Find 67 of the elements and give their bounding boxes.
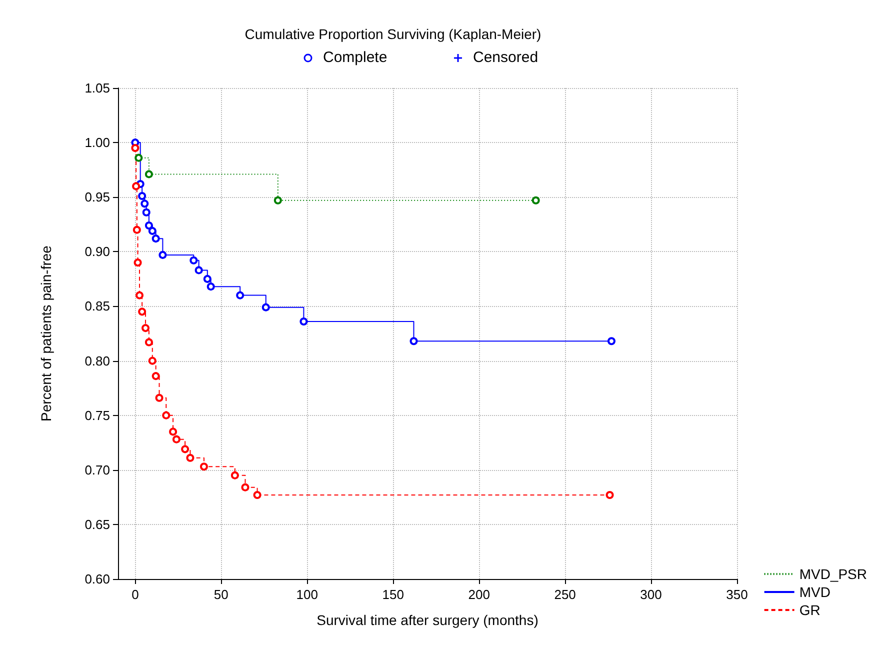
- legend-label: GR: [799, 602, 820, 618]
- x-axis-title: Survival time after surgery (months): [316, 612, 538, 628]
- x-tick-label: 200: [468, 587, 490, 602]
- y-tick-label: 0.75: [84, 408, 110, 423]
- point: [158, 250, 167, 259]
- text: Complete: [323, 49, 388, 66]
- point: [606, 490, 614, 499]
- point: [206, 282, 215, 291]
- text: Censored: [473, 49, 538, 66]
- point: [144, 221, 153, 230]
- chart-title: Cumulative Proportion Surviving (Kaplan-Meier): [244, 26, 542, 42]
- point: [142, 324, 150, 332]
- y-tick-label: 0.60: [84, 572, 110, 586]
- point: [230, 471, 239, 480]
- x-tick-label: 300: [640, 587, 662, 602]
- legend-label: MVD_PSR: [799, 566, 868, 582]
- point: [132, 226, 141, 234]
- point: [203, 274, 212, 283]
- point: [253, 490, 262, 499]
- point: [134, 258, 142, 267]
- point: [410, 337, 418, 346]
- point: [169, 428, 178, 436]
- point: [144, 338, 153, 346]
- point: [300, 318, 308, 326]
- point: [152, 372, 160, 380]
- x-tick-label: 250: [554, 587, 576, 602]
- x-tick-label: 150: [382, 587, 404, 602]
- point: [148, 356, 156, 365]
- point: [132, 182, 140, 190]
- y-tick-label: 0.90: [84, 244, 110, 260]
- y-tick-label: 0.65: [84, 516, 110, 532]
- x-tick-label: 350: [726, 587, 748, 602]
- point: [532, 196, 540, 204]
- point: [262, 303, 270, 312]
- point: [190, 256, 198, 264]
- point: [181, 445, 190, 454]
- point: [236, 291, 244, 300]
- point: [148, 226, 156, 235]
- y-tick-label: 1.05: [84, 80, 110, 96]
- y-tick-label: 0.70: [84, 462, 110, 478]
- y-tick-label: 0.95: [84, 190, 110, 205]
- point: [140, 200, 149, 208]
- point: [155, 394, 164, 402]
- y-tick-label: 1.00: [84, 135, 110, 150]
- y-tick-label: 0.85: [84, 298, 110, 314]
- point: [607, 337, 616, 346]
- x-tick-label: 0: [132, 587, 139, 602]
- point: [162, 411, 170, 420]
- point: [200, 462, 208, 471]
- legend-label: MVD: [799, 584, 830, 600]
- x-tick-label: 50: [214, 587, 228, 602]
- point: [134, 154, 143, 162]
- y-axis-title: Percent of patients pain-free: [38, 245, 54, 422]
- point: [194, 266, 203, 274]
- point: [138, 308, 146, 316]
- point: [142, 208, 150, 216]
- point: [144, 170, 153, 178]
- y-tick-label: 0.80: [84, 353, 110, 368]
- point: [136, 291, 144, 300]
- point: [172, 435, 180, 444]
- point: [186, 454, 194, 462]
- point: [138, 192, 146, 200]
- x-tick-label: 100: [296, 587, 318, 602]
- point: [152, 234, 160, 243]
- point: [241, 483, 250, 492]
- point: [131, 144, 140, 152]
- point: [274, 196, 282, 204]
